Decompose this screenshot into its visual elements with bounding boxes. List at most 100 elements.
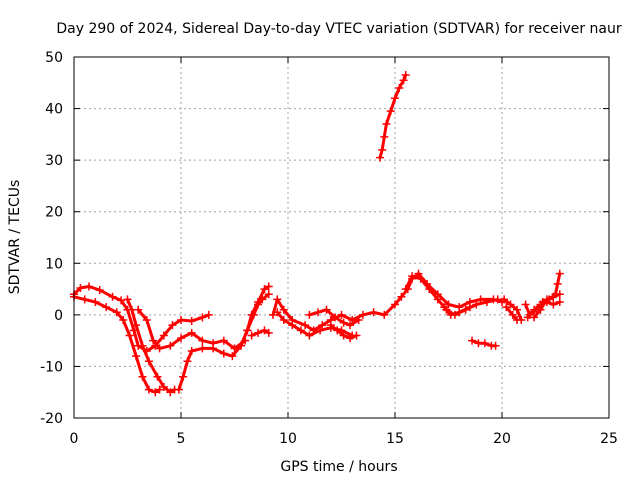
y-axis-label: SDTVAR / TECUs xyxy=(7,180,23,295)
x-tick-label: 0 xyxy=(70,431,79,447)
data-point xyxy=(95,286,104,295)
data-point xyxy=(112,308,121,317)
y-tick-label: 40 xyxy=(45,102,63,118)
data-point xyxy=(333,326,342,335)
data-point xyxy=(491,341,500,350)
data-point xyxy=(108,292,117,301)
series-line xyxy=(502,297,523,322)
data-point xyxy=(125,331,134,340)
series-arc-10 xyxy=(305,305,363,330)
data-point xyxy=(177,334,185,343)
series-line xyxy=(136,308,247,350)
data-point xyxy=(391,300,399,309)
data-point xyxy=(397,292,406,301)
data-point xyxy=(305,310,314,319)
data-point xyxy=(465,303,474,312)
data-point xyxy=(455,308,464,317)
data-point xyxy=(260,326,269,335)
data-point xyxy=(134,305,143,314)
x-tick-label: 20 xyxy=(493,431,511,447)
data-point xyxy=(472,300,481,309)
data-point xyxy=(236,341,245,350)
data-point xyxy=(542,295,551,304)
data-point xyxy=(358,310,367,319)
data-point xyxy=(444,300,453,309)
data-point xyxy=(399,76,408,85)
data-point xyxy=(247,331,256,340)
data-point xyxy=(391,94,399,103)
data-point xyxy=(166,341,175,350)
data-point xyxy=(144,357,153,366)
data-point xyxy=(376,153,385,162)
data-point xyxy=(166,388,175,397)
data-point xyxy=(187,328,196,337)
data-point xyxy=(198,336,207,345)
axis-ticks: 0 5 10 15 20 25 -20 -10 0 10 20 30 40 50 xyxy=(40,50,618,447)
y-tick-label: 30 xyxy=(45,153,63,169)
series-line xyxy=(404,274,500,317)
data-point xyxy=(401,285,410,294)
y-tick-label: 10 xyxy=(45,256,63,272)
data-point xyxy=(102,303,111,312)
data-point xyxy=(177,316,185,325)
grid xyxy=(74,57,609,418)
data-point xyxy=(247,310,256,319)
data-point xyxy=(117,296,126,305)
data-point xyxy=(219,336,228,345)
data-point xyxy=(408,272,417,281)
x-tick-label: 15 xyxy=(386,431,404,447)
data-point xyxy=(296,326,305,335)
data-point xyxy=(264,290,273,299)
data-point xyxy=(326,321,335,330)
data-point xyxy=(401,71,410,80)
data-point xyxy=(331,313,340,322)
data-point xyxy=(174,385,183,394)
y-tick-label: 20 xyxy=(45,205,63,221)
data-point xyxy=(144,385,153,394)
data-point xyxy=(521,300,530,309)
x-tick-label: 25 xyxy=(600,431,618,447)
data-point xyxy=(512,305,521,314)
data-point xyxy=(440,303,449,312)
series-arc-13 xyxy=(401,272,502,319)
data-point xyxy=(339,331,348,340)
data-point xyxy=(159,331,168,340)
data-point xyxy=(395,83,404,92)
data-point xyxy=(198,344,207,353)
data-point xyxy=(243,326,252,335)
x-tick-label: 5 xyxy=(177,431,186,447)
data-point xyxy=(318,321,327,330)
series-arc-11 xyxy=(326,321,361,343)
data-point xyxy=(316,326,325,335)
series-arc-4 xyxy=(134,305,250,353)
data-point xyxy=(512,316,521,325)
data-point xyxy=(179,372,188,381)
data-point xyxy=(132,352,141,361)
y-tick-label: 0 xyxy=(54,308,63,324)
data-point xyxy=(508,310,517,319)
data-point xyxy=(416,274,425,283)
data-point xyxy=(352,331,361,340)
series-arc-2 xyxy=(70,292,164,397)
data-point xyxy=(369,308,378,317)
data-point xyxy=(183,357,192,366)
data-point xyxy=(553,279,562,288)
data-point xyxy=(80,295,89,304)
data-point xyxy=(260,285,269,294)
series-arc-6 xyxy=(236,282,273,350)
data-point xyxy=(380,310,389,319)
data-point xyxy=(155,385,164,394)
series-arc-12 xyxy=(376,71,410,162)
series-arc-17 xyxy=(502,303,521,325)
series-arc-7 xyxy=(247,326,273,340)
data-point xyxy=(500,295,509,304)
data-point xyxy=(123,295,132,304)
data-point xyxy=(446,310,455,319)
x-axis-label: GPS time / hours xyxy=(280,459,397,475)
data-point xyxy=(337,310,346,319)
data-point xyxy=(153,372,162,381)
data-point xyxy=(269,310,278,319)
data-point xyxy=(530,313,539,322)
data-point xyxy=(549,300,558,309)
